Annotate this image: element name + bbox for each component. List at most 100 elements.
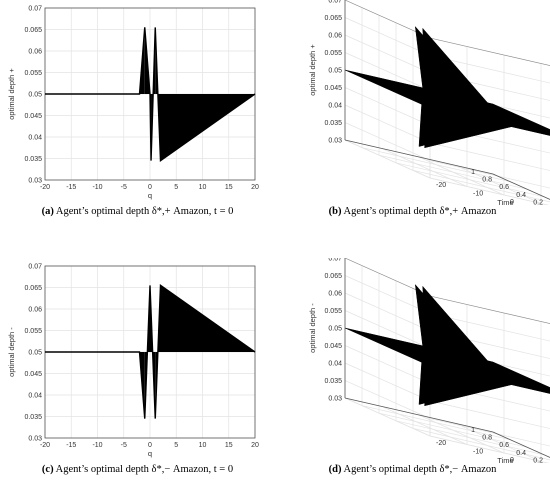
grid-line-q [418, 414, 505, 454]
time-tick-label: 0.6 [499, 184, 509, 191]
grid-line-z [344, 380, 431, 419]
z-axis-label: optimal depth - [308, 303, 317, 353]
y-tick-label: 0.055 [24, 70, 42, 77]
y-tick-label: 0.065 [24, 27, 42, 34]
caption-a: (a) Agent’s optimal depth δ*,+ Amazon, t… [0, 206, 275, 217]
y-tick-label: 0.07 [28, 264, 42, 271]
grid-line-q [344, 397, 431, 437]
y-tick-label: 0.065 [24, 285, 42, 292]
z-tick-label: 0.07 [328, 258, 342, 263]
q-tick-label: 0 [510, 457, 514, 463]
grid-line-z [429, 142, 550, 171]
q-tick-label: 0 [510, 199, 514, 205]
grid-line-q [455, 423, 542, 462]
z-tick-label: 0.03 [328, 396, 342, 403]
caption-text: Agent’s optimal depth δ*,− Amazon [343, 464, 497, 475]
y-tick-label: 0.03 [28, 436, 42, 443]
time-tick-label: 0.8 [482, 435, 492, 442]
z-tick-label: 0.05 [328, 326, 342, 333]
grid-line-time [412, 170, 550, 203]
z-tick-label: 0.04 [328, 103, 342, 110]
x-tick-label: -10 [92, 184, 102, 191]
x-tick-label: 15 [225, 442, 233, 449]
grid-line-time [412, 428, 550, 461]
q-tick-label: -20 [436, 182, 446, 189]
caption-label: (b) [328, 206, 342, 217]
grid-line-z [344, 17, 431, 56]
caption-label: (d) [328, 464, 342, 475]
chart-panel-a: -20 -15 -10 -5 0 5 10 15 20 0.03 0.035 0.04 0.045 0.0… [7, 6, 259, 201]
grid-line-z [344, 362, 431, 402]
z-tick-label: 0.06 [328, 33, 342, 40]
chart-panel-b: 0.03 0.035 0.04 0.045 0.05 0.055 0.06 0.065 0.07… [308, 0, 550, 205]
x-tick-label: 10 [199, 184, 207, 191]
axis-line [344, 397, 494, 433]
caption-b: (b) Agent’s optimal depth δ*,+ Amazon [275, 206, 550, 217]
axis-line [492, 431, 550, 458]
z-tick-label: 0.055 [324, 50, 342, 57]
z-tick-label: 0.04 [328, 361, 342, 368]
x-tick-label: -5 [121, 442, 127, 449]
grid-line-z [344, 275, 431, 314]
time-tick-label: 0.6 [499, 442, 509, 449]
grid-line-z [344, 122, 431, 161]
caption-d: (d) Agent’s optimal depth δ*,− Amazon [275, 464, 550, 475]
time-axis-label: Time [497, 198, 513, 205]
x-axis-label: q [148, 191, 152, 200]
q-tick-label: -10 [473, 191, 483, 198]
axis-line [492, 173, 550, 200]
z-tick-label: 0.045 [324, 85, 342, 92]
z-tick-label: 0.07 [328, 0, 342, 5]
surface-spike-down [424, 347, 513, 407]
z-tick-label: 0.03 [328, 138, 342, 145]
y-tick-label: 0.045 [24, 113, 42, 120]
y-tick-label: 0.045 [24, 371, 42, 378]
x-tick-label: 20 [251, 442, 259, 449]
x-tick-label: 20 [251, 184, 259, 191]
grid-line-z [344, 345, 431, 384]
grid-line-z [344, 52, 431, 91]
time-tick-label: 0.4 [516, 450, 526, 457]
surface-spike-down [424, 89, 513, 149]
y-tick-label: 0.055 [24, 328, 42, 335]
grid-line-q [418, 156, 505, 196]
caption-text: Agent’s optimal depth δ*,− Amazon, t = 0 [55, 464, 234, 475]
grid-line-z [344, 310, 431, 349]
x-tick-label: -5 [121, 184, 127, 191]
x-tick-label: -10 [92, 442, 102, 449]
y-tick-label: 0.06 [28, 49, 42, 56]
grid-line-q [381, 406, 468, 445]
y-tick-label: 0.05 [28, 92, 42, 99]
grid-line-z [344, 87, 431, 126]
time-tick-label: 1 [471, 169, 475, 176]
q-tick-label: -10 [473, 449, 483, 456]
z-tick-label: 0.06 [328, 291, 342, 298]
x-axis-label: q [148, 449, 152, 458]
time-tick-label: 0.4 [516, 192, 526, 199]
x-tick-label: 0 [148, 442, 152, 449]
z-tick-label: 0.035 [324, 120, 342, 127]
q-tick-label: -20 [436, 440, 446, 447]
grid-line-q [381, 148, 468, 187]
y-tick-label: 0.05 [28, 350, 42, 357]
time-tick-label: 1 [471, 427, 475, 434]
axis-line [429, 37, 550, 66]
caption-label: (c) [41, 464, 54, 475]
grid-line-z [429, 400, 550, 429]
y-tick-label: 0.04 [28, 393, 42, 400]
x-tick-label: -15 [66, 442, 76, 449]
caption-text: Agent’s optimal depth δ*,+ Amazon [343, 206, 497, 217]
chart-panel-c: -20 -15 -10 -5 0 5 10 15 20 0.03 0.035 0.04 0.045 0.0… [7, 264, 259, 459]
grid-line-z [344, 104, 431, 144]
axis-line [344, 139, 494, 175]
z-tick-label: 0.035 [324, 378, 342, 385]
caption-c: (c) Agent’s optimal depth δ*,− Amazon, t… [0, 464, 275, 475]
time-tick-label: 0.2 [533, 457, 543, 463]
x-tick-label: -20 [40, 184, 50, 191]
y-tick-label: 0.06 [28, 307, 42, 314]
x-tick-label: 0 [148, 184, 152, 191]
y-tick-label: 0.035 [24, 156, 42, 163]
caption-text: Agent’s optimal depth δ*,+ Amazon, t = 0 [55, 206, 234, 217]
z-axis-label: optimal depth + [308, 44, 317, 96]
grid-line-q [455, 165, 542, 204]
